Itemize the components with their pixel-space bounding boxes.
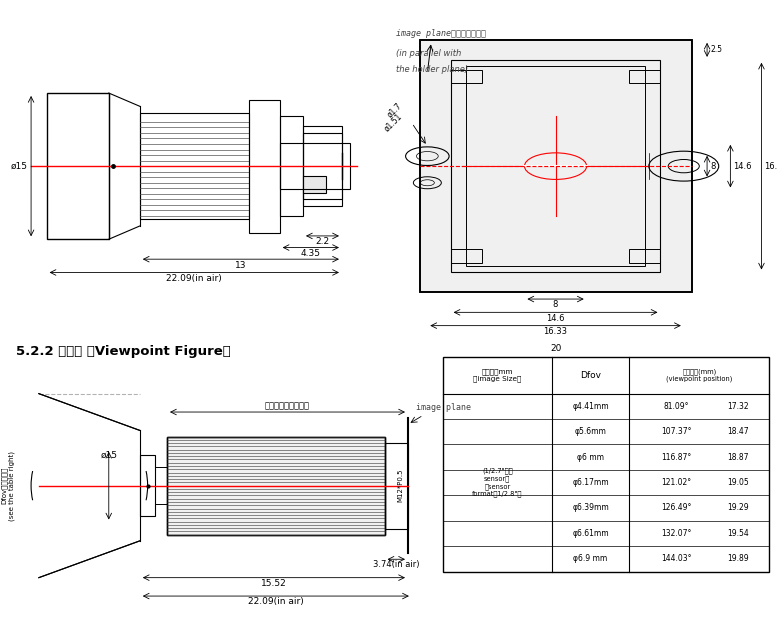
Text: 13: 13 <box>235 261 246 270</box>
Text: 19.29: 19.29 <box>727 504 749 512</box>
Text: 视点位置(mm)
(viewpoint position): 视点位置(mm) (viewpoint position) <box>666 368 733 382</box>
Bar <box>47 93 109 239</box>
Text: Dfov: Dfov <box>580 371 601 380</box>
Text: 19.05: 19.05 <box>727 478 749 487</box>
Text: 19.89: 19.89 <box>727 554 749 564</box>
Text: 14.6: 14.6 <box>546 314 565 323</box>
Text: 2.2: 2.2 <box>315 237 329 246</box>
Text: 18.47: 18.47 <box>727 427 749 436</box>
Text: φ6.9 mm: φ6.9 mm <box>573 554 608 564</box>
Text: 8: 8 <box>553 300 558 309</box>
Text: 14.6: 14.6 <box>733 162 752 171</box>
Text: 22.09(in air): 22.09(in air) <box>248 597 304 606</box>
Text: image plane: image plane <box>416 403 471 412</box>
Bar <box>385 443 408 528</box>
Bar <box>167 436 385 535</box>
Bar <box>155 467 167 504</box>
Text: 2.5: 2.5 <box>710 45 722 54</box>
Bar <box>249 100 280 233</box>
Bar <box>466 66 645 266</box>
Bar <box>451 60 660 272</box>
Text: (in parallel with: (in parallel with <box>396 49 462 58</box>
Text: 3.74(in air): 3.74(in air) <box>373 560 420 569</box>
Text: 19.54: 19.54 <box>727 529 749 538</box>
Text: ø15: ø15 <box>11 162 28 171</box>
Text: 15.52: 15.52 <box>261 579 287 588</box>
Text: 5.2.2 视点图 （Viewpoint Figure）: 5.2.2 视点图 （Viewpoint Figure） <box>16 344 230 358</box>
Text: image plane面与底座面平齐: image plane面与底座面平齐 <box>396 29 486 38</box>
Text: 116.87°: 116.87° <box>661 452 691 461</box>
Text: 16.33: 16.33 <box>765 162 777 171</box>
Text: 144.03°: 144.03° <box>660 554 692 564</box>
Bar <box>303 127 342 206</box>
Bar <box>420 40 692 293</box>
Text: ø1.51: ø1.51 <box>382 111 404 133</box>
Text: ø15: ø15 <box>101 450 118 459</box>
Bar <box>629 249 660 263</box>
Bar <box>140 455 155 516</box>
Text: φ6 mm: φ6 mm <box>577 452 604 461</box>
Bar <box>140 113 249 219</box>
Text: 22.09(in air): 22.09(in air) <box>166 273 222 283</box>
Text: φ6.17mm: φ6.17mm <box>572 478 609 487</box>
Bar <box>451 249 482 263</box>
Text: φ4.41mm: φ4.41mm <box>572 402 609 411</box>
Text: 16.33: 16.33 <box>544 327 567 336</box>
Text: φ5.6mm: φ5.6mm <box>574 427 607 436</box>
Bar <box>629 70 660 83</box>
Text: 132.07°: 132.07° <box>660 529 692 538</box>
Bar <box>420 40 692 293</box>
Text: 81.09°: 81.09° <box>664 402 688 411</box>
Text: 121.02°: 121.02° <box>661 478 691 487</box>
Text: (1/2.7"以下
sensor）
（sensor
format（1/2.8"）: (1/2.7"以下 sensor） （sensor format（1/2.8"） <box>472 468 522 497</box>
Text: ø1.7: ø1.7 <box>386 102 404 119</box>
Bar <box>303 133 342 199</box>
Bar <box>167 436 385 535</box>
Text: M12*P0.5: M12*P0.5 <box>397 469 403 502</box>
Text: 126.49°: 126.49° <box>660 504 692 512</box>
Bar <box>280 116 303 216</box>
Text: the holder plane): the holder plane) <box>396 65 469 74</box>
Text: Dfov（见表格）
(see the table right): Dfov（见表格） (see the table right) <box>1 450 15 521</box>
Text: 20: 20 <box>550 344 561 353</box>
Text: 4.35: 4.35 <box>301 249 321 258</box>
Text: φ6.39mm: φ6.39mm <box>572 504 609 512</box>
Text: 107.37°: 107.37° <box>660 427 692 436</box>
Bar <box>451 70 482 83</box>
Text: φ6.61mm: φ6.61mm <box>572 529 609 538</box>
Text: 像面大小mm
（image Size）: 像面大小mm （image Size） <box>473 368 521 382</box>
Text: 18.87: 18.87 <box>727 452 749 461</box>
Bar <box>443 357 769 571</box>
Text: 8: 8 <box>710 162 716 171</box>
Text: 17.32: 17.32 <box>727 402 749 411</box>
Bar <box>280 143 350 189</box>
Bar <box>303 176 326 193</box>
Text: 视点位置（见表格）: 视点位置（见表格） <box>265 402 310 411</box>
